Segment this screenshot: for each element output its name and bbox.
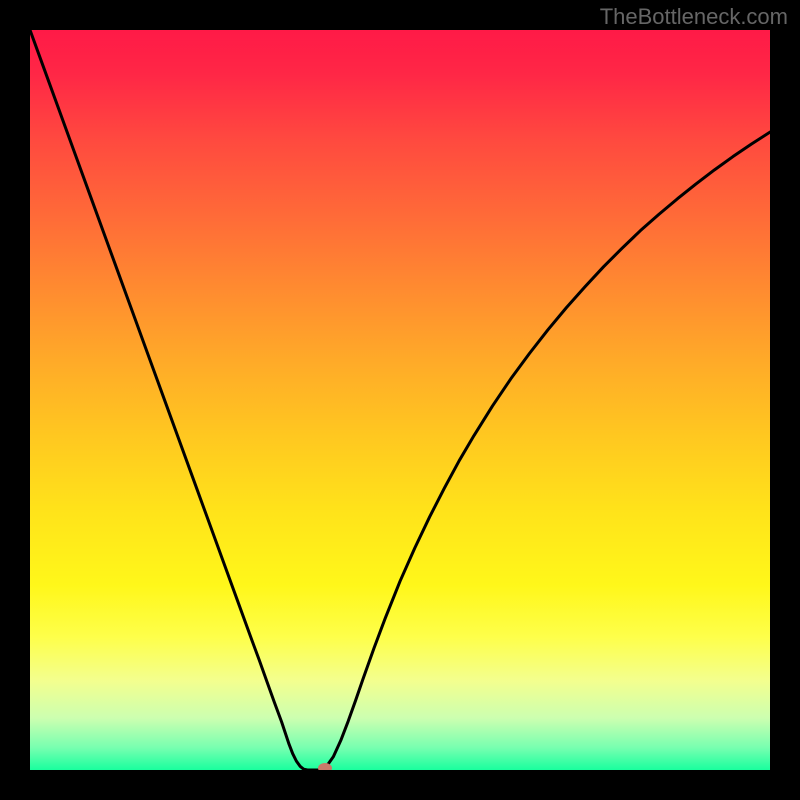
chart-container: TheBottleneck.com (0, 0, 800, 800)
watermark-text: TheBottleneck.com (600, 4, 788, 30)
curve-svg (30, 30, 770, 770)
minimum-marker-icon (318, 763, 332, 770)
bottleneck-curve (30, 30, 770, 770)
plot-area (30, 30, 770, 770)
